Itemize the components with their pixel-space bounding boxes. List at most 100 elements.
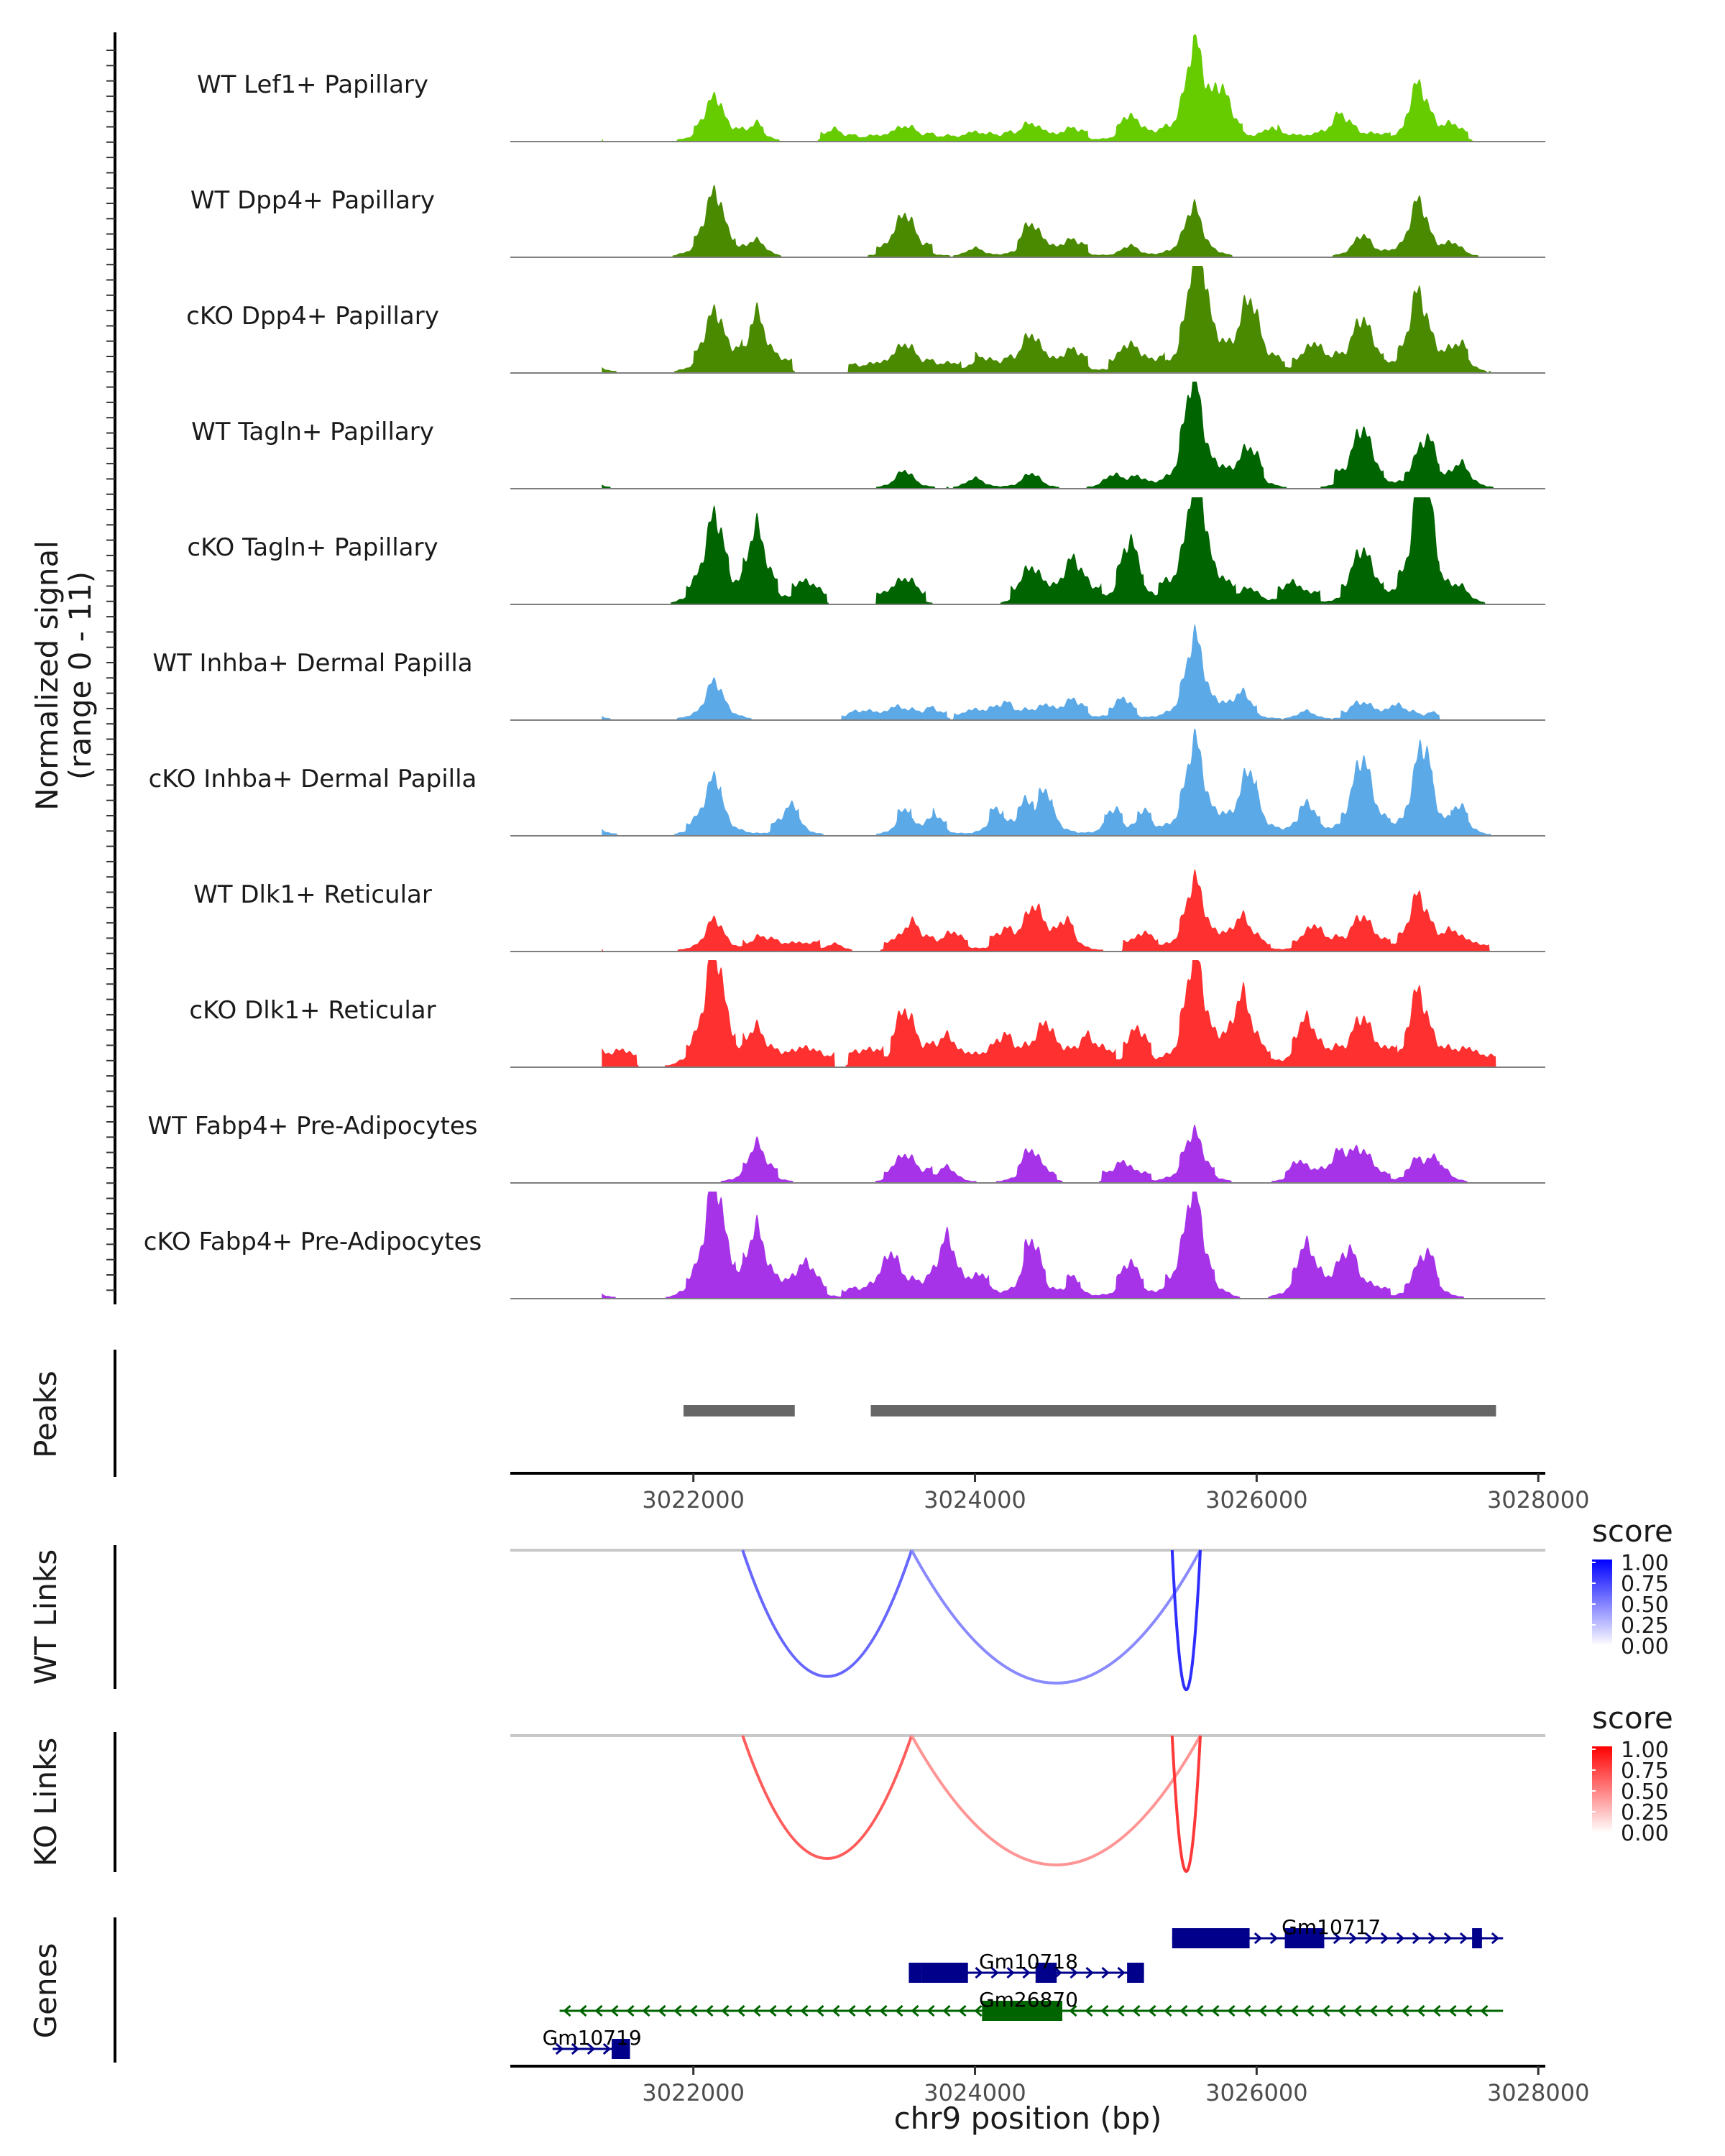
strand-arrow — [1100, 2004, 1109, 2017]
strand-arrow — [1290, 2004, 1299, 2017]
coverage-area — [602, 624, 1496, 720]
gene-4: Gm10719 — [543, 2026, 642, 2059]
legend-tick-label: 0.50 — [1621, 1779, 1669, 1805]
coverage-track-7: cKO Inhba+ Dermal Papilla — [149, 729, 1545, 837]
strand-arrow — [1432, 2004, 1441, 2017]
coverage-track-9: cKO Dlk1+ Reticular — [189, 960, 1545, 1068]
coverage-track-6: WT Inhba+ Dermal Papilla — [152, 624, 1545, 721]
link-arc — [1170, 1549, 1202, 1692]
gene-2: Gm10718 — [908, 1950, 1144, 1983]
coverage-track-5: cKO Tagln+ Papillary — [187, 497, 1545, 605]
strand-arrow — [1353, 2004, 1362, 2017]
track-label: cKO Fabp4+ Pre-Adipocytes — [144, 1227, 482, 1256]
strand-arrow — [555, 2042, 564, 2055]
coverage-track-3: cKO Dpp4+ Papillary — [186, 266, 1545, 374]
legend-tick-label: 0.25 — [1621, 1800, 1669, 1825]
strand-arrow — [990, 1966, 999, 1979]
link-arc — [910, 1549, 1202, 1685]
strand-arrow — [1254, 1932, 1263, 1945]
legend-tick-label: 0.75 — [1621, 1759, 1669, 1784]
strand-arrow — [1448, 2004, 1457, 2017]
strand-arrow — [879, 2004, 888, 2017]
strand-arrow — [1322, 2004, 1330, 2017]
gene-exon — [1127, 1963, 1144, 1983]
strand-arrow — [1069, 2004, 1077, 2017]
strand-arrow — [1132, 2004, 1141, 2017]
strand-arrow — [926, 2004, 935, 2017]
strand-arrow — [594, 2004, 603, 2017]
strand-arrow — [816, 2004, 824, 2017]
strand-arrow — [1006, 1966, 1015, 1979]
coverage-area — [602, 34, 1496, 142]
legend-tick-label: 1.00 — [1621, 1738, 1669, 1763]
gene-1: Gm10717 — [1172, 1915, 1504, 1948]
strand-arrow — [975, 1966, 983, 1979]
gene-exon — [921, 1963, 968, 1983]
track-label: WT Dpp4+ Papillary — [190, 186, 435, 215]
strand-arrow — [721, 2004, 730, 2017]
strand-arrow — [753, 2004, 761, 2017]
strand-arrow — [1380, 1932, 1389, 1945]
strand-arrow — [768, 2004, 777, 2017]
strand-arrow — [1179, 2004, 1188, 2017]
peaks-track-label: Peaks — [28, 1370, 63, 1458]
track-label: WT Inhba+ Dermal Papilla — [152, 649, 472, 678]
coverage-panel: Normalized signal(range 0 - 11) WT Lef1+ … — [29, 32, 1545, 1304]
gene-exon — [982, 2001, 1062, 2021]
gene-3: Gm26870 — [559, 1988, 1504, 2021]
legend-tick-label: 0.25 — [1621, 1613, 1669, 1639]
genes-x-tick-label: 3026000 — [1205, 2079, 1308, 2106]
genes-x-tick-label: 3024000 — [924, 2079, 1026, 2106]
legend-tick-label: 0.50 — [1621, 1593, 1669, 1618]
peak-bar — [870, 1405, 1496, 1416]
strand-arrow — [942, 2004, 951, 2017]
strand-arrow — [602, 2042, 612, 2055]
strand-arrow — [1491, 1932, 1500, 1945]
links-track-label: WT Links — [28, 1549, 63, 1685]
strand-arrow — [1417, 2004, 1425, 2017]
strand-arrow — [1348, 1932, 1358, 1945]
strand-arrow — [1117, 1966, 1126, 1979]
coverage-area — [602, 1192, 1496, 1299]
strand-arrow — [1116, 2004, 1125, 2017]
strand-arrow — [832, 2004, 840, 2017]
legend-tick-label: 1.00 — [1621, 1551, 1669, 1576]
legend-colorbar — [1592, 1746, 1612, 1833]
coverage-area — [602, 266, 1496, 373]
strand-arrow — [563, 2004, 571, 2017]
gene-name: Gm10717 — [1282, 1915, 1381, 1939]
coverage-track-1: WT Lef1+ Papillary — [197, 34, 1545, 142]
strand-arrow — [1427, 1932, 1437, 1945]
strand-arrow — [1306, 2004, 1315, 2017]
strand-arrow — [1101, 1966, 1110, 1979]
gene-exon — [1035, 1963, 1057, 1983]
coverage-area — [602, 729, 1496, 836]
strand-arrow — [610, 2004, 619, 2017]
peaks-x-tick-label: 3026000 — [1205, 1486, 1308, 1514]
strand-arrow — [1195, 2004, 1204, 2017]
link-arc — [741, 1549, 914, 1678]
strand-arrow — [1148, 2004, 1156, 2017]
coverage-y-label-line1: Normalized signal — [29, 540, 65, 811]
strand-arrow — [958, 2004, 967, 2017]
links-track-label: KO Links — [28, 1738, 63, 1867]
track-label: WT Lef1+ Papillary — [197, 70, 428, 99]
legend-tick-label: 0.75 — [1621, 1572, 1669, 1597]
strand-arrow — [658, 2004, 666, 2017]
x-axis-label: chr9 position (bp) — [894, 2101, 1162, 2136]
strand-arrow — [642, 2004, 650, 2017]
strand-arrow — [1369, 2004, 1378, 2017]
track-label: cKO Tagln+ Papillary — [187, 533, 438, 562]
gene-name: Gm10718 — [979, 1950, 1078, 1973]
strand-arrow — [1396, 1932, 1405, 1945]
coverage-area — [602, 1125, 1496, 1183]
coverage-y-label-line2: (range 0 - 11) — [63, 571, 98, 780]
gene-name: Gm10719 — [543, 2026, 642, 2050]
genes-x-tick-label: 3028000 — [1487, 2079, 1590, 2106]
gene-name: Gm26870 — [979, 1988, 1078, 2012]
strand-arrow — [1412, 1932, 1421, 1945]
strand-arrow — [1274, 2004, 1283, 2017]
